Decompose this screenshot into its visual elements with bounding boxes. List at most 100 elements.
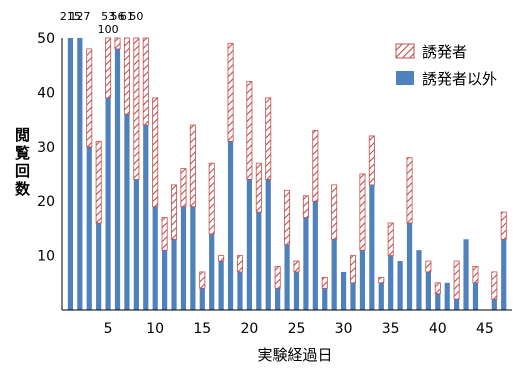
x-tick-label: 5 bbox=[104, 321, 113, 337]
bar-non-induced bbox=[162, 250, 168, 310]
bar-value-label: 53 bbox=[101, 10, 115, 23]
bar-non-induced bbox=[378, 282, 384, 310]
bar-non-induced bbox=[246, 179, 252, 310]
bar-induced bbox=[293, 260, 300, 273]
bar-induced bbox=[472, 266, 479, 284]
bar-induced bbox=[265, 97, 272, 180]
bar-non-induced bbox=[237, 271, 243, 310]
x-tick-label: 45 bbox=[476, 321, 494, 337]
bar-non-induced bbox=[114, 48, 121, 310]
y-tick-label: 10 bbox=[37, 249, 55, 265]
bar-non-induced bbox=[454, 299, 460, 310]
bar-non-induced bbox=[199, 288, 205, 310]
y-axis-label: 閲覧回数 bbox=[15, 126, 31, 198]
bar-induced bbox=[491, 271, 498, 300]
bar-induced bbox=[236, 255, 243, 273]
bar-value-label: 215 bbox=[60, 10, 81, 23]
bar-non-induced bbox=[425, 271, 431, 310]
bar-non-induced bbox=[152, 206, 158, 310]
legend-swatch-induced bbox=[395, 43, 415, 59]
bar-non-induced bbox=[397, 261, 403, 310]
bar-induced bbox=[378, 276, 385, 284]
y-ticks: 10 20 30 40 50 bbox=[37, 31, 55, 265]
bar-induced bbox=[142, 37, 149, 126]
y-tick-label: 50 bbox=[37, 31, 55, 47]
bar-non-induced bbox=[143, 125, 149, 310]
bar-non-induced bbox=[86, 146, 92, 310]
bar-non-induced bbox=[388, 255, 394, 310]
bar-induced bbox=[453, 260, 460, 300]
bar-non-induced bbox=[359, 250, 366, 310]
bar-non-induced bbox=[227, 141, 234, 310]
bar-induced bbox=[161, 217, 168, 251]
bar-induced bbox=[133, 37, 140, 180]
x-tick-label: 20 bbox=[240, 321, 258, 337]
bar-induced bbox=[255, 162, 262, 213]
bar-non-induced bbox=[124, 114, 130, 310]
bar-induced bbox=[387, 222, 394, 257]
legend-label-induced: 誘発者 bbox=[422, 43, 467, 61]
x-tick-label: 30 bbox=[335, 321, 353, 337]
bar-non-induced bbox=[293, 271, 300, 310]
bar-non-induced bbox=[209, 233, 215, 310]
bar-induced bbox=[321, 276, 328, 289]
bar-non-induced bbox=[406, 222, 413, 310]
bar-induced bbox=[350, 255, 357, 284]
x-tick-label: 10 bbox=[146, 321, 164, 337]
bar-non-induced bbox=[444, 282, 450, 310]
bar-value-label: 61 bbox=[120, 10, 134, 23]
bar-non-induced bbox=[67, 38, 74, 310]
x-tick-label: 35 bbox=[382, 321, 400, 337]
bar-non-induced bbox=[501, 239, 507, 310]
legend: 誘発者 誘発者以外 bbox=[395, 43, 497, 88]
y-tick-label: 20 bbox=[37, 194, 55, 210]
bar-non-induced bbox=[322, 288, 328, 310]
bar-induced bbox=[152, 97, 159, 208]
bar-non-induced bbox=[463, 239, 469, 310]
bar-induced bbox=[218, 255, 225, 262]
bar-induced bbox=[180, 168, 187, 208]
bar-non-induced bbox=[171, 239, 177, 310]
bar-non-induced bbox=[284, 244, 290, 310]
bars-group bbox=[67, 37, 507, 310]
bar-non-induced bbox=[190, 206, 196, 310]
bar-induced bbox=[331, 184, 338, 240]
bar-non-induced bbox=[265, 179, 271, 310]
bar-non-induced bbox=[180, 206, 187, 310]
bar-induced bbox=[86, 48, 93, 148]
bar-induced bbox=[123, 37, 130, 115]
bar-induced bbox=[114, 37, 121, 50]
bar-induced bbox=[359, 173, 366, 251]
x-tick-label: 40 bbox=[429, 321, 447, 337]
bar-value-label: 50 bbox=[129, 10, 143, 23]
x-tick-label: 25 bbox=[288, 321, 306, 337]
bar-non-induced bbox=[96, 222, 102, 310]
bar-non-induced bbox=[369, 184, 375, 310]
bar-non-induced bbox=[105, 97, 111, 310]
bar-non-induced bbox=[350, 282, 356, 310]
x-axis-label: 実験経過日 bbox=[257, 346, 332, 364]
legend-label-non-induced: 誘発者以外 bbox=[422, 70, 497, 88]
bar-non-induced bbox=[435, 293, 441, 310]
bar-value-label: 56 bbox=[111, 10, 125, 23]
y-tick-label: 30 bbox=[37, 140, 55, 156]
bar-non-induced bbox=[77, 38, 83, 310]
bar-value-label: 127 bbox=[69, 10, 90, 23]
bar-induced bbox=[95, 140, 102, 224]
y-tick-label: 40 bbox=[37, 85, 55, 101]
bar-value-label: 100 bbox=[98, 23, 119, 36]
x-ticks: 5 10 15 20 25 30 35 40 45 bbox=[104, 321, 494, 337]
bar-non-induced bbox=[331, 239, 337, 310]
bar-induced bbox=[274, 266, 281, 289]
bar-non-induced bbox=[416, 250, 422, 310]
bar-non-induced bbox=[491, 299, 497, 310]
bar-induced bbox=[500, 211, 507, 240]
bar-non-induced bbox=[312, 201, 318, 310]
bar-non-induced bbox=[472, 282, 479, 310]
x-tick-label: 15 bbox=[193, 321, 211, 337]
bar-induced bbox=[312, 130, 319, 202]
bar-induced bbox=[199, 271, 206, 289]
